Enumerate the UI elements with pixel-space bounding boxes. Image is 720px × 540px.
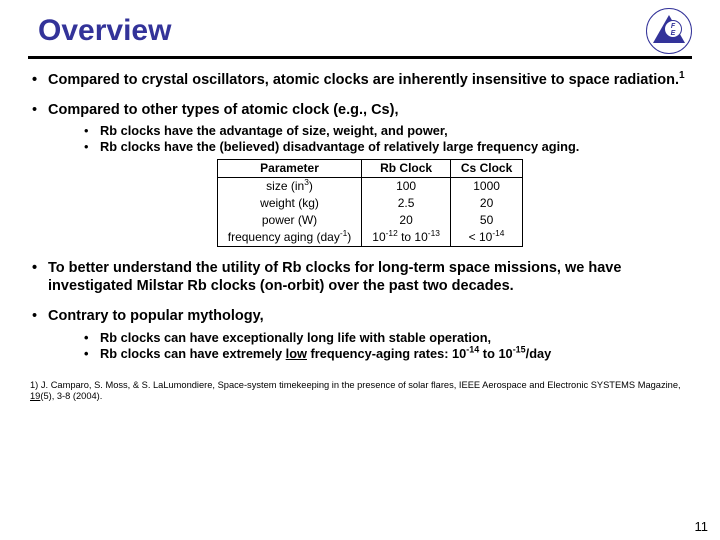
comparison-table: Parameter Rb Clock Cs Clock size (in3) 1… (217, 159, 524, 247)
footnote-label: 1) (30, 380, 38, 390)
table-row: weight (kg) 2.5 20 (217, 195, 523, 212)
cell-text: ) (309, 179, 313, 193)
comparison-table-wrap: Parameter Rb Clock Cs Clock size (in3) 1… (48, 159, 692, 247)
slide-header: Overview F E (28, 8, 692, 59)
cell-sup: -12 (386, 228, 398, 238)
text: to 10 (479, 346, 512, 361)
slide-body: Compared to crystal oscillators, atomic … (28, 71, 692, 402)
bullet-2-sub-1: Rb clocks have the advantage of size, we… (84, 123, 692, 139)
bullet-2-sub-1-text: Rb clocks have the advantage of size, we… (100, 123, 448, 138)
table-cell-param: weight (kg) (217, 195, 362, 212)
cell-sup: -13 (428, 228, 440, 238)
bullet-2-sub-2: Rb clocks have the (believed) disadvanta… (84, 139, 692, 155)
cell-text: 10 (372, 230, 385, 244)
bullet-4-sub-1: Rb clocks can have exceptionally long li… (84, 330, 692, 346)
slide-container: Overview F E Compared to crystal oscilla… (0, 0, 720, 402)
table-cell-rb: 20 (362, 212, 451, 229)
table-row: size (in3) 100 1000 (217, 178, 523, 196)
cell-text: ) (347, 230, 351, 244)
bullet-4-text: Contrary to popular mythology, (48, 308, 264, 324)
table-cell-rb: 2.5 (362, 195, 451, 212)
bullet-4-sub-2: Rb clocks can have extremely low frequen… (84, 346, 692, 362)
footnote-text: J. Camparo, S. Moss, & S. LaLumondiere, … (41, 380, 681, 390)
table-cell-param: size (in3) (217, 178, 362, 196)
table-cell-param: frequency aging (day-1) (217, 229, 362, 247)
text: Rb clocks can have extremely (100, 346, 286, 361)
svg-text:E: E (671, 30, 676, 37)
table-cell-cs: 20 (450, 195, 522, 212)
slide-title: Overview (28, 14, 171, 48)
bullet-2-text: Compared to other types of atomic clock … (48, 102, 398, 118)
org-logo: F E (646, 8, 692, 54)
bullet-1: Compared to crystal oscillators, atomic … (30, 71, 692, 89)
svg-text:F: F (671, 23, 676, 30)
table-cell-cs: 1000 (450, 178, 522, 196)
bullet-3-text: To better understand the utility of Rb c… (48, 260, 621, 294)
footnote-vol: 19 (30, 391, 40, 401)
footnote: 1) J. Camparo, S. Moss, & S. LaLumondier… (28, 374, 692, 402)
cell-text: < 10 (469, 230, 493, 244)
cell-text: to 10 (398, 230, 428, 244)
logo-triangle-icon: F E (649, 11, 689, 51)
bullet-4-sub-1-text: Rb clocks can have exceptionally long li… (100, 330, 491, 345)
table-row: power (W) 20 50 (217, 212, 523, 229)
bullet-3: To better understand the utility of Rb c… (30, 259, 692, 295)
bullet-2-sublist: Rb clocks have the advantage of size, we… (48, 123, 692, 155)
table-header-rb: Rb Clock (362, 160, 451, 178)
bullet-4-sublist: Rb clocks can have exceptionally long li… (48, 330, 692, 362)
cell-sup: -14 (492, 228, 504, 238)
table-row: frequency aging (day-1) 10-12 to 10-13 <… (217, 229, 523, 247)
bullet-list: Compared to crystal oscillators, atomic … (28, 71, 692, 362)
text-sup: -14 (466, 344, 479, 354)
text: /day (526, 346, 552, 361)
table-header-row: Parameter Rb Clock Cs Clock (217, 160, 523, 178)
bullet-1-sup: 1 (679, 70, 685, 81)
cell-text: frequency aging (day (228, 230, 340, 244)
page-number: 11 (695, 519, 709, 534)
text: frequency-aging rates: 10 (307, 346, 466, 361)
bullet-2: Compared to other types of atomic clock … (30, 101, 692, 247)
text-underlined: low (286, 346, 307, 361)
bullet-1-text: Compared to crystal oscillators, atomic … (48, 72, 679, 88)
table-header-cs: Cs Clock (450, 160, 522, 178)
text-sup: -15 (513, 344, 526, 354)
footnote-text2: (5), 3-8 (2004). (40, 391, 102, 401)
table-cell-param: power (W) (217, 212, 362, 229)
table-cell-rb: 10-12 to 10-13 (362, 229, 451, 247)
table-cell-cs: < 10-14 (450, 229, 522, 247)
table-cell-rb: 100 (362, 178, 451, 196)
table-header-param: Parameter (217, 160, 362, 178)
bullet-4: Contrary to popular mythology, Rb clocks… (30, 307, 692, 361)
table-cell-cs: 50 (450, 212, 522, 229)
cell-text: size (in (266, 179, 304, 193)
bullet-2-sub-2-text: Rb clocks have the (believed) disadvanta… (100, 139, 579, 154)
